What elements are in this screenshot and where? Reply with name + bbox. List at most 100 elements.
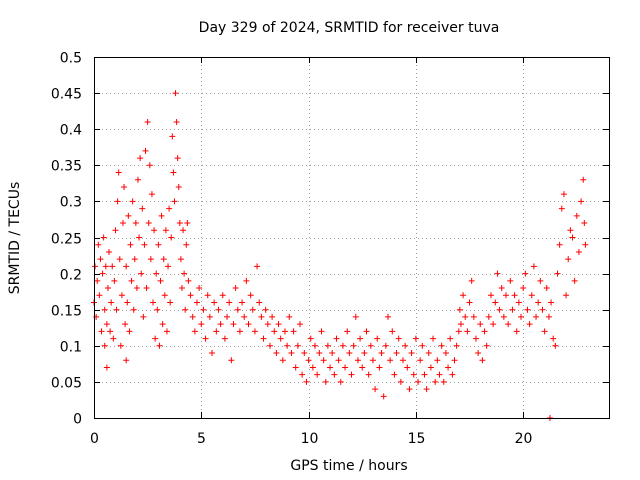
data-point: [554, 270, 561, 277]
data-point: [143, 285, 150, 292]
data-point: [109, 263, 116, 270]
data-point: [150, 299, 157, 306]
data-point: [550, 335, 557, 342]
data-point: [162, 227, 169, 234]
data-point: [284, 342, 291, 349]
data-point: [264, 321, 271, 328]
data-point: [522, 270, 529, 277]
x-tick-label: 0: [90, 431, 99, 447]
data-point: [166, 205, 173, 212]
data-point: [108, 299, 115, 306]
data-point: [273, 350, 280, 357]
data-point: [378, 350, 385, 357]
data-point: [352, 313, 359, 320]
data-point: [184, 220, 191, 227]
data-point: [472, 335, 479, 342]
data-point: [165, 263, 172, 270]
data-point: [177, 256, 184, 263]
data-point: [331, 371, 338, 378]
data-point: [200, 306, 207, 313]
data-point: [236, 328, 243, 335]
data-point: [365, 371, 372, 378]
data-point: [470, 313, 477, 320]
data-point: [481, 328, 488, 335]
data-point: [113, 306, 120, 313]
data-point: [155, 241, 162, 248]
data-point: [145, 220, 152, 227]
data-point: [312, 342, 319, 349]
data-point: [170, 169, 177, 176]
data-point: [189, 313, 196, 320]
data-point: [180, 227, 187, 234]
data-point: [580, 176, 587, 183]
data-point: [239, 299, 246, 306]
data-point: [466, 299, 473, 306]
data-point: [324, 342, 331, 349]
data-point: [530, 263, 537, 270]
data-point: [123, 357, 130, 364]
data-point: [185, 277, 192, 284]
data-point: [369, 357, 376, 364]
data-point: [535, 299, 542, 306]
data-point: [221, 335, 228, 342]
data-point: [202, 335, 209, 342]
data-point: [115, 169, 122, 176]
data-point: [147, 256, 154, 263]
data-point: [329, 350, 336, 357]
data-point: [509, 306, 516, 313]
data-point: [137, 155, 144, 162]
data-point: [241, 313, 248, 320]
data-point: [288, 350, 295, 357]
data-point: [344, 328, 351, 335]
data-point: [173, 118, 180, 125]
data-point: [138, 270, 145, 277]
data-point: [146, 162, 153, 169]
data-point: [440, 378, 447, 385]
data-point: [290, 328, 297, 335]
data-point: [513, 328, 520, 335]
data-point: [98, 328, 105, 335]
data-point: [130, 306, 137, 313]
data-point: [194, 299, 200, 306]
data-point: [402, 342, 409, 349]
data-point: [391, 371, 398, 378]
data-point: [563, 292, 570, 299]
data-point: [106, 248, 113, 255]
data-point: [430, 335, 437, 342]
data-point: [520, 285, 527, 292]
data-point: [376, 364, 383, 371]
data-point: [187, 292, 194, 299]
data-point: [132, 220, 139, 227]
data-point: [552, 342, 559, 349]
data-point: [558, 205, 565, 212]
data-point: [104, 285, 111, 292]
data-point: [141, 241, 148, 248]
data-point: [363, 328, 370, 335]
data-point: [451, 357, 458, 364]
data-point: [462, 313, 469, 320]
x-tick-label: 15: [408, 431, 426, 447]
data-point: [100, 234, 107, 241]
data-point: [423, 386, 430, 393]
data-point: [286, 313, 293, 320]
data-point: [136, 234, 143, 241]
y-tick-label: 0.4: [60, 123, 82, 139]
data-point: [126, 328, 133, 335]
data-point: [209, 350, 216, 357]
y-tick-label: 0.5: [60, 51, 82, 67]
data-point: [169, 133, 176, 140]
data-point: [183, 241, 190, 248]
data-point: [116, 256, 123, 263]
data-point: [460, 292, 467, 299]
data-point: [215, 306, 222, 313]
data-point: [279, 357, 286, 364]
data-point: [505, 321, 512, 328]
data-point: [262, 306, 269, 313]
data-point: [333, 335, 340, 342]
data-point: [128, 277, 135, 284]
data-point: [479, 357, 486, 364]
data-point: [181, 270, 188, 277]
data-point: [161, 292, 168, 299]
data-point: [526, 321, 533, 328]
data-point: [119, 220, 126, 227]
